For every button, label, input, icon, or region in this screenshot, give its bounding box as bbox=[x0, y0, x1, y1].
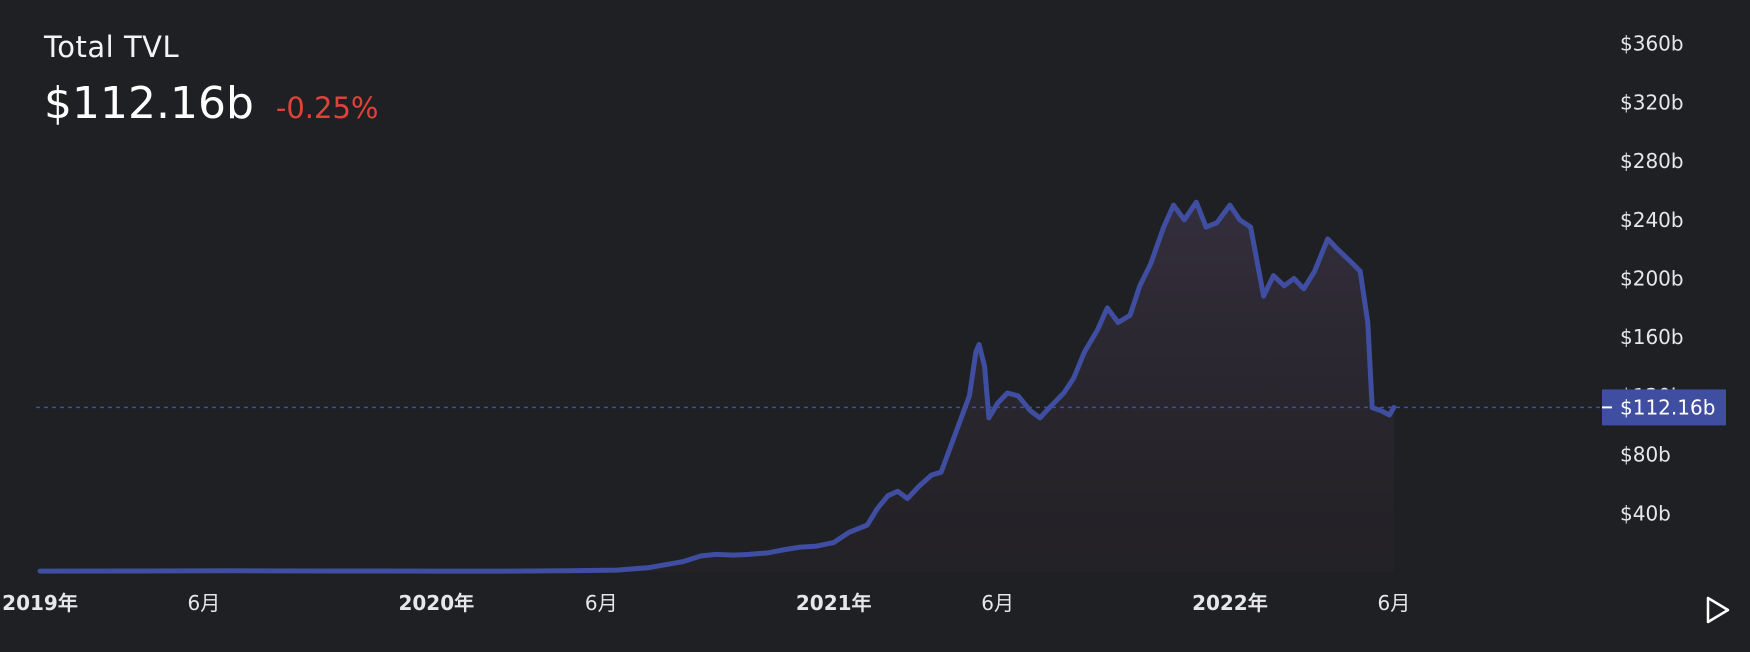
y-tick-label: $320b bbox=[1620, 90, 1684, 114]
tvl-value: $112.16b bbox=[44, 78, 254, 129]
y-tick-label: $40b bbox=[1620, 501, 1671, 525]
y-axis: $40b$80b$120b$160b$200b$240b$280b$320b$3… bbox=[1620, 32, 1684, 526]
x-tick-label: 6月 bbox=[1378, 591, 1411, 615]
x-tick-label: 6月 bbox=[981, 591, 1014, 615]
y-tick-label: $200b bbox=[1620, 267, 1684, 291]
tvl-area bbox=[40, 202, 1394, 572]
tvl-change: -0.25% bbox=[275, 91, 379, 125]
x-tick-label: 6月 bbox=[585, 591, 618, 615]
y-tick-label: $240b bbox=[1620, 208, 1684, 232]
tvl-series-line bbox=[37, 199, 1397, 574]
x-tick-label: 2022年 bbox=[1192, 591, 1268, 615]
current-value-badge bbox=[1602, 389, 1726, 426]
y-tick-label: $80b bbox=[1620, 443, 1671, 467]
x-tick-label: 2021年 bbox=[796, 591, 872, 615]
y-tick-label: $160b bbox=[1620, 325, 1684, 349]
x-axis: 2019年 6月 2020年 6月 2021年 6月 2022年 6月 bbox=[2, 591, 1410, 615]
chart-title: Total TVL bbox=[44, 30, 180, 64]
x-tick-label: 2020年 bbox=[398, 591, 474, 615]
current-value-label: $112.16b bbox=[1620, 395, 1715, 419]
y-tick-label: $280b bbox=[1620, 149, 1684, 173]
chart-header: Total TVL $112.16b -0.25% bbox=[44, 30, 378, 129]
y-tick-label: $360b bbox=[1620, 32, 1684, 56]
line-layer bbox=[37, 199, 1397, 574]
x-tick-label: 2019年 bbox=[2, 591, 78, 615]
area-layer bbox=[40, 202, 1394, 572]
play-icon[interactable] bbox=[1700, 590, 1736, 630]
value-row: $112.16b -0.25% bbox=[44, 78, 378, 129]
current-value-marker: $112.16b bbox=[36, 389, 1726, 426]
x-tick-label: 6月 bbox=[188, 591, 221, 615]
